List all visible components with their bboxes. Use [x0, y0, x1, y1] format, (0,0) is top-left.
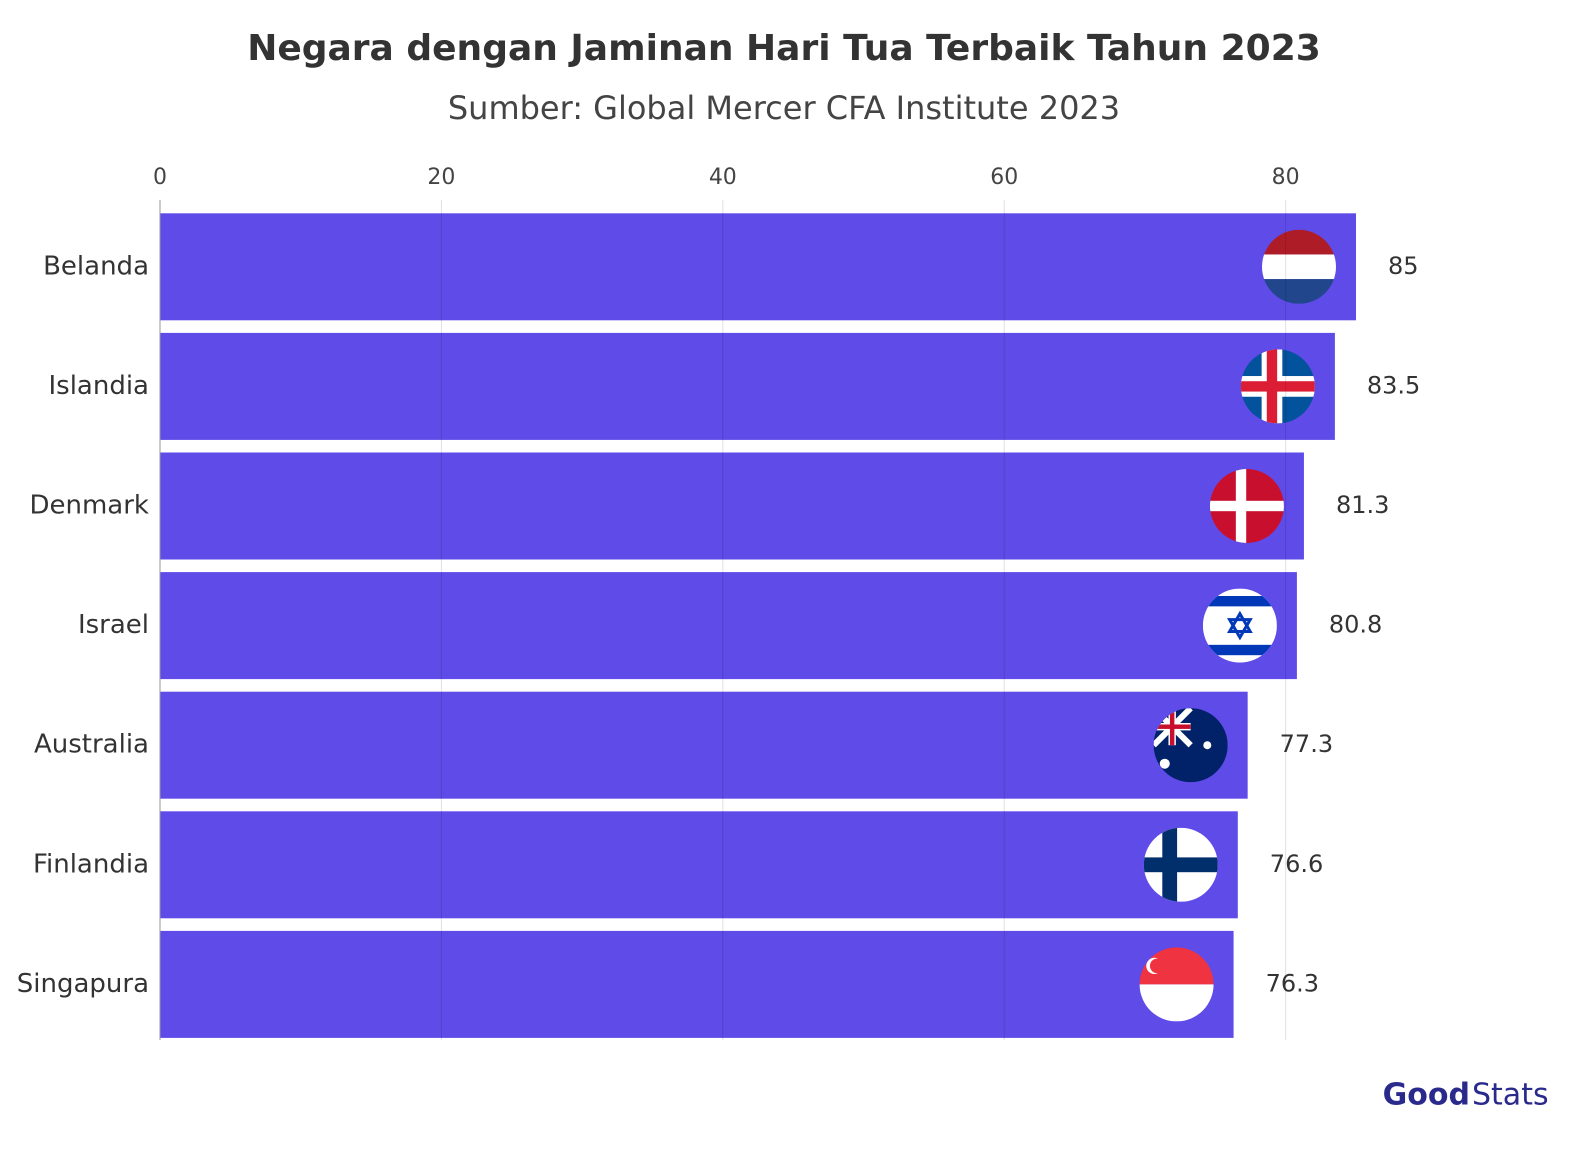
- bar: [160, 332, 1335, 440]
- bar: [160, 811, 1238, 919]
- flag-part: [1262, 254, 1336, 280]
- flag-part: [1202, 596, 1277, 607]
- chart-title: Negara dengan Jaminan Hari Tua Terbaik T…: [247, 28, 1321, 69]
- value-label: 77.3: [1280, 730, 1333, 758]
- bar: [160, 213, 1356, 321]
- y-tick-label: Singapura: [17, 969, 149, 999]
- x-tick-label: 0: [153, 165, 167, 190]
- bar: [160, 691, 1248, 799]
- flag-part: [1240, 381, 1315, 392]
- bar: [160, 572, 1297, 680]
- chart-subtitle: Sumber: Global Mercer CFA Institute 2023: [448, 89, 1120, 127]
- bar: [160, 930, 1234, 1038]
- flag-icon: [1209, 469, 1284, 543]
- brand-stats: Stats: [1472, 1078, 1549, 1113]
- value-label: 85: [1388, 252, 1419, 280]
- x-tick-label: 80: [1272, 165, 1300, 190]
- brand-good: Good: [1383, 1078, 1470, 1113]
- flag-icon: [1202, 588, 1277, 663]
- value-label: 80.8: [1329, 611, 1382, 639]
- flag-part: [1159, 758, 1170, 769]
- x-tick-label: 40: [709, 165, 737, 190]
- flag-part: [1266, 349, 1278, 424]
- y-tick-label: Israel: [78, 610, 149, 640]
- value-label: 76.3: [1266, 969, 1319, 997]
- value-label: 76.6: [1270, 850, 1323, 878]
- flag-icon: [1143, 827, 1218, 902]
- flag-part: [1149, 958, 1165, 974]
- flag-part: [1209, 500, 1284, 512]
- x-tick-label: 20: [427, 165, 455, 190]
- flag-part: [1143, 857, 1218, 873]
- flag-icon: [1262, 229, 1336, 304]
- y-tick-label: Islandia: [48, 371, 149, 401]
- flag-part: [1203, 741, 1212, 750]
- flag-part: [1202, 644, 1277, 656]
- x-tick-label: 60: [990, 165, 1018, 190]
- value-label: 83.5: [1367, 371, 1420, 399]
- flag-part: [1235, 469, 1247, 543]
- flag-icon: [1139, 947, 1214, 1022]
- flag-icon: [1153, 708, 1228, 783]
- bar: [160, 452, 1304, 560]
- y-tick-label: Belanda: [43, 251, 149, 281]
- flag-part: [1226, 618, 1253, 641]
- y-tick-label: Denmark: [29, 491, 149, 521]
- y-tick-label: Finlandia: [33, 849, 149, 879]
- flag-part: [1226, 610, 1253, 634]
- y-tick-label: Australia: [34, 730, 149, 760]
- value-label: 81.3: [1336, 491, 1389, 519]
- flag-part: [1169, 708, 1175, 746]
- flag-part: [1162, 827, 1178, 902]
- flag-icon: [1240, 349, 1315, 424]
